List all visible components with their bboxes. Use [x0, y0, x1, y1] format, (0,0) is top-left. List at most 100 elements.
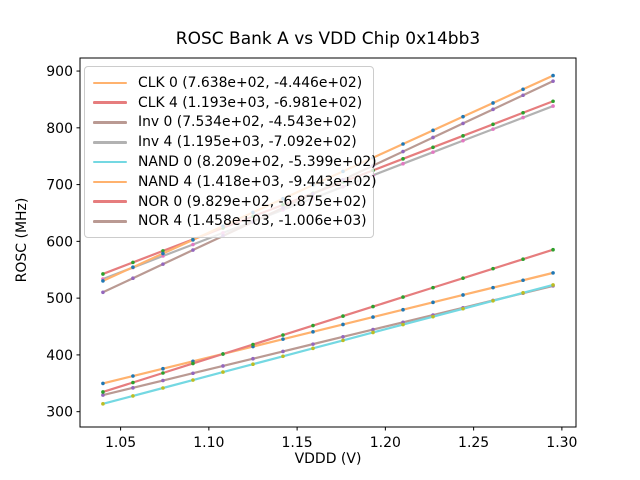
- legend-item-clk-4: CLK 4 (1.193e+03, -6.981e+02): [93, 93, 365, 113]
- data-point-nor-0: [551, 247, 555, 252]
- data-point-nand-0: [101, 402, 105, 406]
- data-point-nand-0: [431, 314, 435, 319]
- legend-line-swatch: [93, 200, 127, 203]
- series-line-nand-0: [101, 283, 555, 405]
- legend-item-inv-0: Inv 0 (7.534e+02, -4.543e+02): [93, 113, 365, 133]
- data-point-inv-4: [521, 115, 525, 120]
- data-point-clk-4: [431, 145, 435, 150]
- legend-line-swatch: [93, 220, 127, 223]
- data-point-nand-4: [191, 238, 195, 242]
- y-tick-label: 600: [46, 234, 73, 250]
- data-point-nand-0: [461, 306, 465, 311]
- data-point-clk-0: [521, 278, 525, 283]
- data-point-clk-4: [521, 110, 525, 115]
- data-point-nand-0: [251, 362, 255, 367]
- data-point-nor-4: [491, 107, 495, 112]
- data-point-clk-0: [491, 285, 495, 290]
- y-tick-label: 700: [46, 178, 73, 194]
- data-point-nor-0: [251, 342, 255, 347]
- data-point-clk-0: [461, 293, 465, 297]
- data-point-nor-0: [371, 304, 375, 309]
- data-point-nor-0: [311, 323, 315, 328]
- data-point-nand-4: [491, 101, 495, 105]
- data-point-nand-0: [341, 338, 345, 343]
- data-point-inv-0: [191, 371, 195, 376]
- data-point-nor-4: [161, 262, 165, 266]
- data-point-nor-0: [101, 390, 105, 394]
- data-point-nand-0: [491, 299, 495, 303]
- data-point-nor-4: [101, 290, 105, 295]
- data-point-clk-0: [311, 330, 315, 334]
- data-point-nand-4: [401, 142, 405, 146]
- legend-line-swatch: [93, 160, 127, 164]
- data-point-clk-0: [281, 337, 285, 341]
- data-point-nand-4: [551, 73, 555, 78]
- data-point-inv-0: [311, 342, 315, 346]
- data-point-inv-4: [401, 161, 405, 166]
- y-tick-label: 800: [46, 121, 73, 137]
- data-point-inv-0: [371, 327, 375, 332]
- data-point-inv-4: [551, 104, 555, 108]
- series-line-clk-0: [101, 271, 555, 385]
- data-point-inv-4: [491, 127, 495, 131]
- y-tick-label: 300: [46, 405, 73, 421]
- data-point-inv-4: [461, 138, 465, 143]
- data-point-nand-0: [371, 330, 375, 335]
- y-tick-label: 500: [46, 291, 73, 307]
- legend-item-inv-4: Inv 4 (1.195e+03, -7.092e+02): [93, 132, 365, 152]
- data-point-clk-4: [461, 134, 465, 138]
- data-point-nand-4: [131, 265, 135, 269]
- data-point-inv-0: [281, 349, 285, 354]
- data-point-nand-0: [221, 370, 225, 374]
- data-point-inv-0: [341, 335, 345, 339]
- data-point-nand-0: [551, 283, 555, 287]
- x-axis-label: VDDD (V): [294, 451, 362, 467]
- data-point-nor-4: [431, 135, 435, 140]
- data-point-nor-4: [551, 79, 555, 83]
- x-tick-label: 1.25: [458, 435, 489, 451]
- data-point-clk-0: [401, 307, 405, 312]
- data-point-nor-0: [401, 295, 405, 299]
- y-tick-label: 400: [46, 348, 73, 364]
- data-point-inv-4: [191, 242, 195, 247]
- legend-item-nand-4: NAND 4 (1.418e+03, -9.443e+02): [93, 172, 377, 192]
- data-point-nand-4: [161, 251, 165, 256]
- data-point-clk-0: [371, 315, 375, 319]
- legend-item-nand-0: NAND 0 (8.209e+02, -5.399e+02): [93, 152, 377, 172]
- data-point-clk-0: [341, 322, 345, 327]
- data-point-nor-0: [341, 314, 345, 318]
- data-point-clk-4: [491, 122, 495, 127]
- data-point-nand-4: [431, 128, 435, 133]
- data-point-clk-0: [131, 374, 135, 378]
- data-point-nand-0: [161, 386, 165, 390]
- data-point-nor-0: [131, 380, 135, 385]
- data-point-clk-4: [551, 99, 555, 104]
- legend-item-clk-0: CLK 0 (7.638e+02, -4.446e+02): [93, 73, 365, 93]
- data-point-nand-0: [311, 346, 315, 351]
- data-point-inv-0: [251, 356, 255, 361]
- data-point-nor-0: [281, 333, 285, 337]
- chart-title: ROSC Bank A vs VDD Chip 0x14bb3: [175, 29, 481, 49]
- y-axis-label: ROSC (MHz): [14, 197, 30, 283]
- series-line-nor-0: [101, 248, 555, 394]
- data-point-nor-0: [521, 257, 525, 261]
- data-point-nor-0: [461, 276, 465, 280]
- data-point-nor-4: [461, 121, 465, 126]
- data-point-clk-0: [551, 271, 555, 275]
- data-point-nor-4: [401, 149, 405, 154]
- data-point-nand-0: [401, 322, 405, 327]
- y-tick-label: 900: [46, 64, 73, 80]
- legend-label: CLK 4 (1.193e+03, -6.981e+02): [138, 94, 363, 111]
- data-point-nand-4: [101, 279, 105, 283]
- data-point-inv-0: [221, 364, 225, 368]
- legend-label: Inv 4 (1.195e+03, -7.092e+02): [138, 134, 357, 151]
- x-tick-label: 1.20: [370, 435, 401, 451]
- data-point-nand-0: [281, 354, 285, 359]
- data-point-nor-0: [191, 361, 195, 366]
- legend-item-nor-0: NOR 0 (9.829e+02, -6.875e+02): [93, 192, 367, 212]
- data-point-clk-4: [131, 260, 135, 265]
- data-point-inv-0: [101, 393, 105, 397]
- data-point-inv-0: [131, 386, 135, 390]
- data-point-clk-4: [401, 157, 405, 161]
